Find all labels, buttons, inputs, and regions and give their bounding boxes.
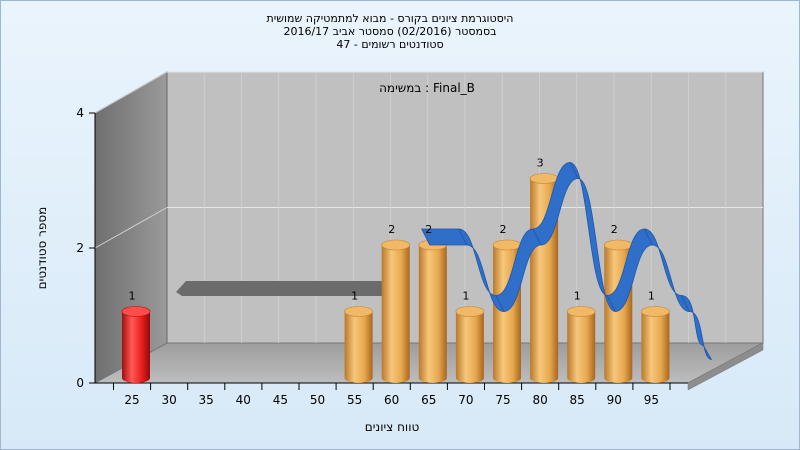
y-tick-label: 0 [76,376,84,390]
bar-body [418,245,447,383]
x-tick-label: 30 [161,393,176,407]
x-tick-label: 25 [124,393,139,407]
bar-body [122,311,150,383]
x-tick-label: 80 [532,393,547,407]
gridline-side [94,207,168,249]
x-tick-label: 75 [495,393,510,407]
y-tick-label: 2 [76,241,84,255]
x-tick-label: 40 [236,393,251,407]
value-label: 1 [462,290,469,303]
chart-title-line-3: סטודנטים רשומים - 47 [336,38,444,51]
value-label: 1 [129,290,136,303]
ribbon-tail [680,295,713,360]
bar-top [641,306,670,317]
bar [381,239,411,383]
bar [418,239,448,383]
bar-body [641,311,670,383]
series-ribbon [421,162,713,360]
zero-range-ribbon [176,281,394,296]
bar [121,306,151,383]
bar-top [455,306,485,317]
value-label: 2 [611,223,618,236]
value-label: 1 [351,290,358,303]
value-label: 2 [500,223,507,236]
right-edge [687,342,764,391]
x-tick-label: 70 [458,393,473,407]
bar-body [567,311,596,383]
bar [641,306,670,383]
x-tick-label: 85 [570,393,585,407]
x-tick-label: 95 [644,393,659,407]
x-axis: 25 30 35 40 45 50 55 60 65 70 75 80 85 90 95 [95,382,688,407]
bar-top [121,306,151,317]
x-tick-label: 50 [310,393,325,407]
y-tick-label: 4 [76,106,84,120]
bar-top [566,306,596,317]
bar-body [381,245,410,383]
x-tick-label: 35 [199,393,214,407]
bar-top [381,239,411,251]
x-tick-label: 65 [421,393,436,407]
y-axis-label: מספר סטודנטים [35,207,49,290]
x-tick-label: 90 [607,393,622,407]
bar-top [603,239,633,251]
bar-body [455,311,484,383]
bar-top [492,239,522,251]
x-tick-label: 55 [347,393,362,407]
value-label: 2 [388,223,395,236]
bar [566,306,596,383]
bar [455,306,485,383]
value-labels: 1 1 2 2 1 2 3 1 2 1 [129,157,655,303]
bar-top [344,306,373,317]
x-tick-label: 45 [273,393,288,407]
bar-body [344,311,373,383]
chart-title-line-2: בסמסטר (02/2016) סמסטר אביב 2016/17 [283,25,497,38]
x-tick-label: 60 [384,393,399,407]
bar-top [529,173,559,184]
y-axis: 0 2 4 [76,106,96,390]
value-label: 1 [574,290,581,303]
value-label: 1 [648,290,655,303]
x-axis-label: טווח ציונים [365,420,420,434]
gridline-side [94,71,168,114]
value-label: 3 [537,157,544,170]
bar [344,306,373,383]
chart-title-line-1: היסטוגרמת ציונים בקורס - מבוא למתמטיקה ש… [266,12,514,25]
chart-subtitle: במשימה : Final_B [379,81,475,95]
value-label: 2 [425,223,432,236]
